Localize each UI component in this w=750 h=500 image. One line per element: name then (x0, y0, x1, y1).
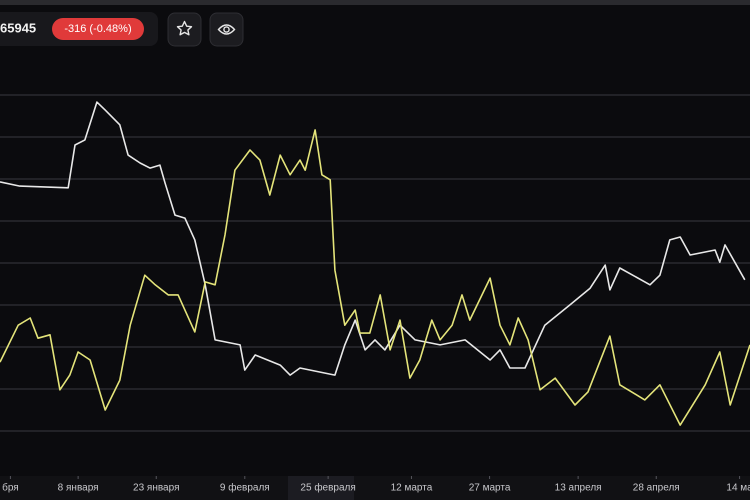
x-tick-label: 9 февраля (220, 482, 270, 494)
x-tick-label: 8 января (58, 483, 99, 494)
watch-button[interactable] (209, 12, 244, 47)
x-tick-label: 28 апреля (633, 483, 680, 494)
x-tick-label: 27 марта (469, 483, 511, 494)
x-tick-label: 13 апреля (555, 483, 602, 494)
series-line (0, 129, 750, 426)
x-axis-band (0, 476, 750, 500)
x-tick-label: бря (2, 482, 19, 494)
x-tick-label: 25 февраля (300, 482, 355, 494)
series-line (0, 101, 746, 376)
x-tick-label: 14 ма (726, 483, 750, 494)
x-tick-label: 12 марта (391, 483, 433, 494)
top-strip (0, 0, 750, 5)
x-tick-label: 23 января (133, 483, 179, 494)
favorite-button[interactable] (167, 12, 202, 47)
plot (0, 101, 750, 426)
x-axis: бря 8 января 23 января 9 февраля 25 февраля 1… (2, 476, 750, 494)
change: -316 (-0.48%) (64, 23, 131, 35)
price: 65945 (0, 20, 36, 35)
change-badge (52, 18, 144, 40)
grid (0, 94, 750, 432)
crosshair-label-bg (288, 476, 354, 500)
